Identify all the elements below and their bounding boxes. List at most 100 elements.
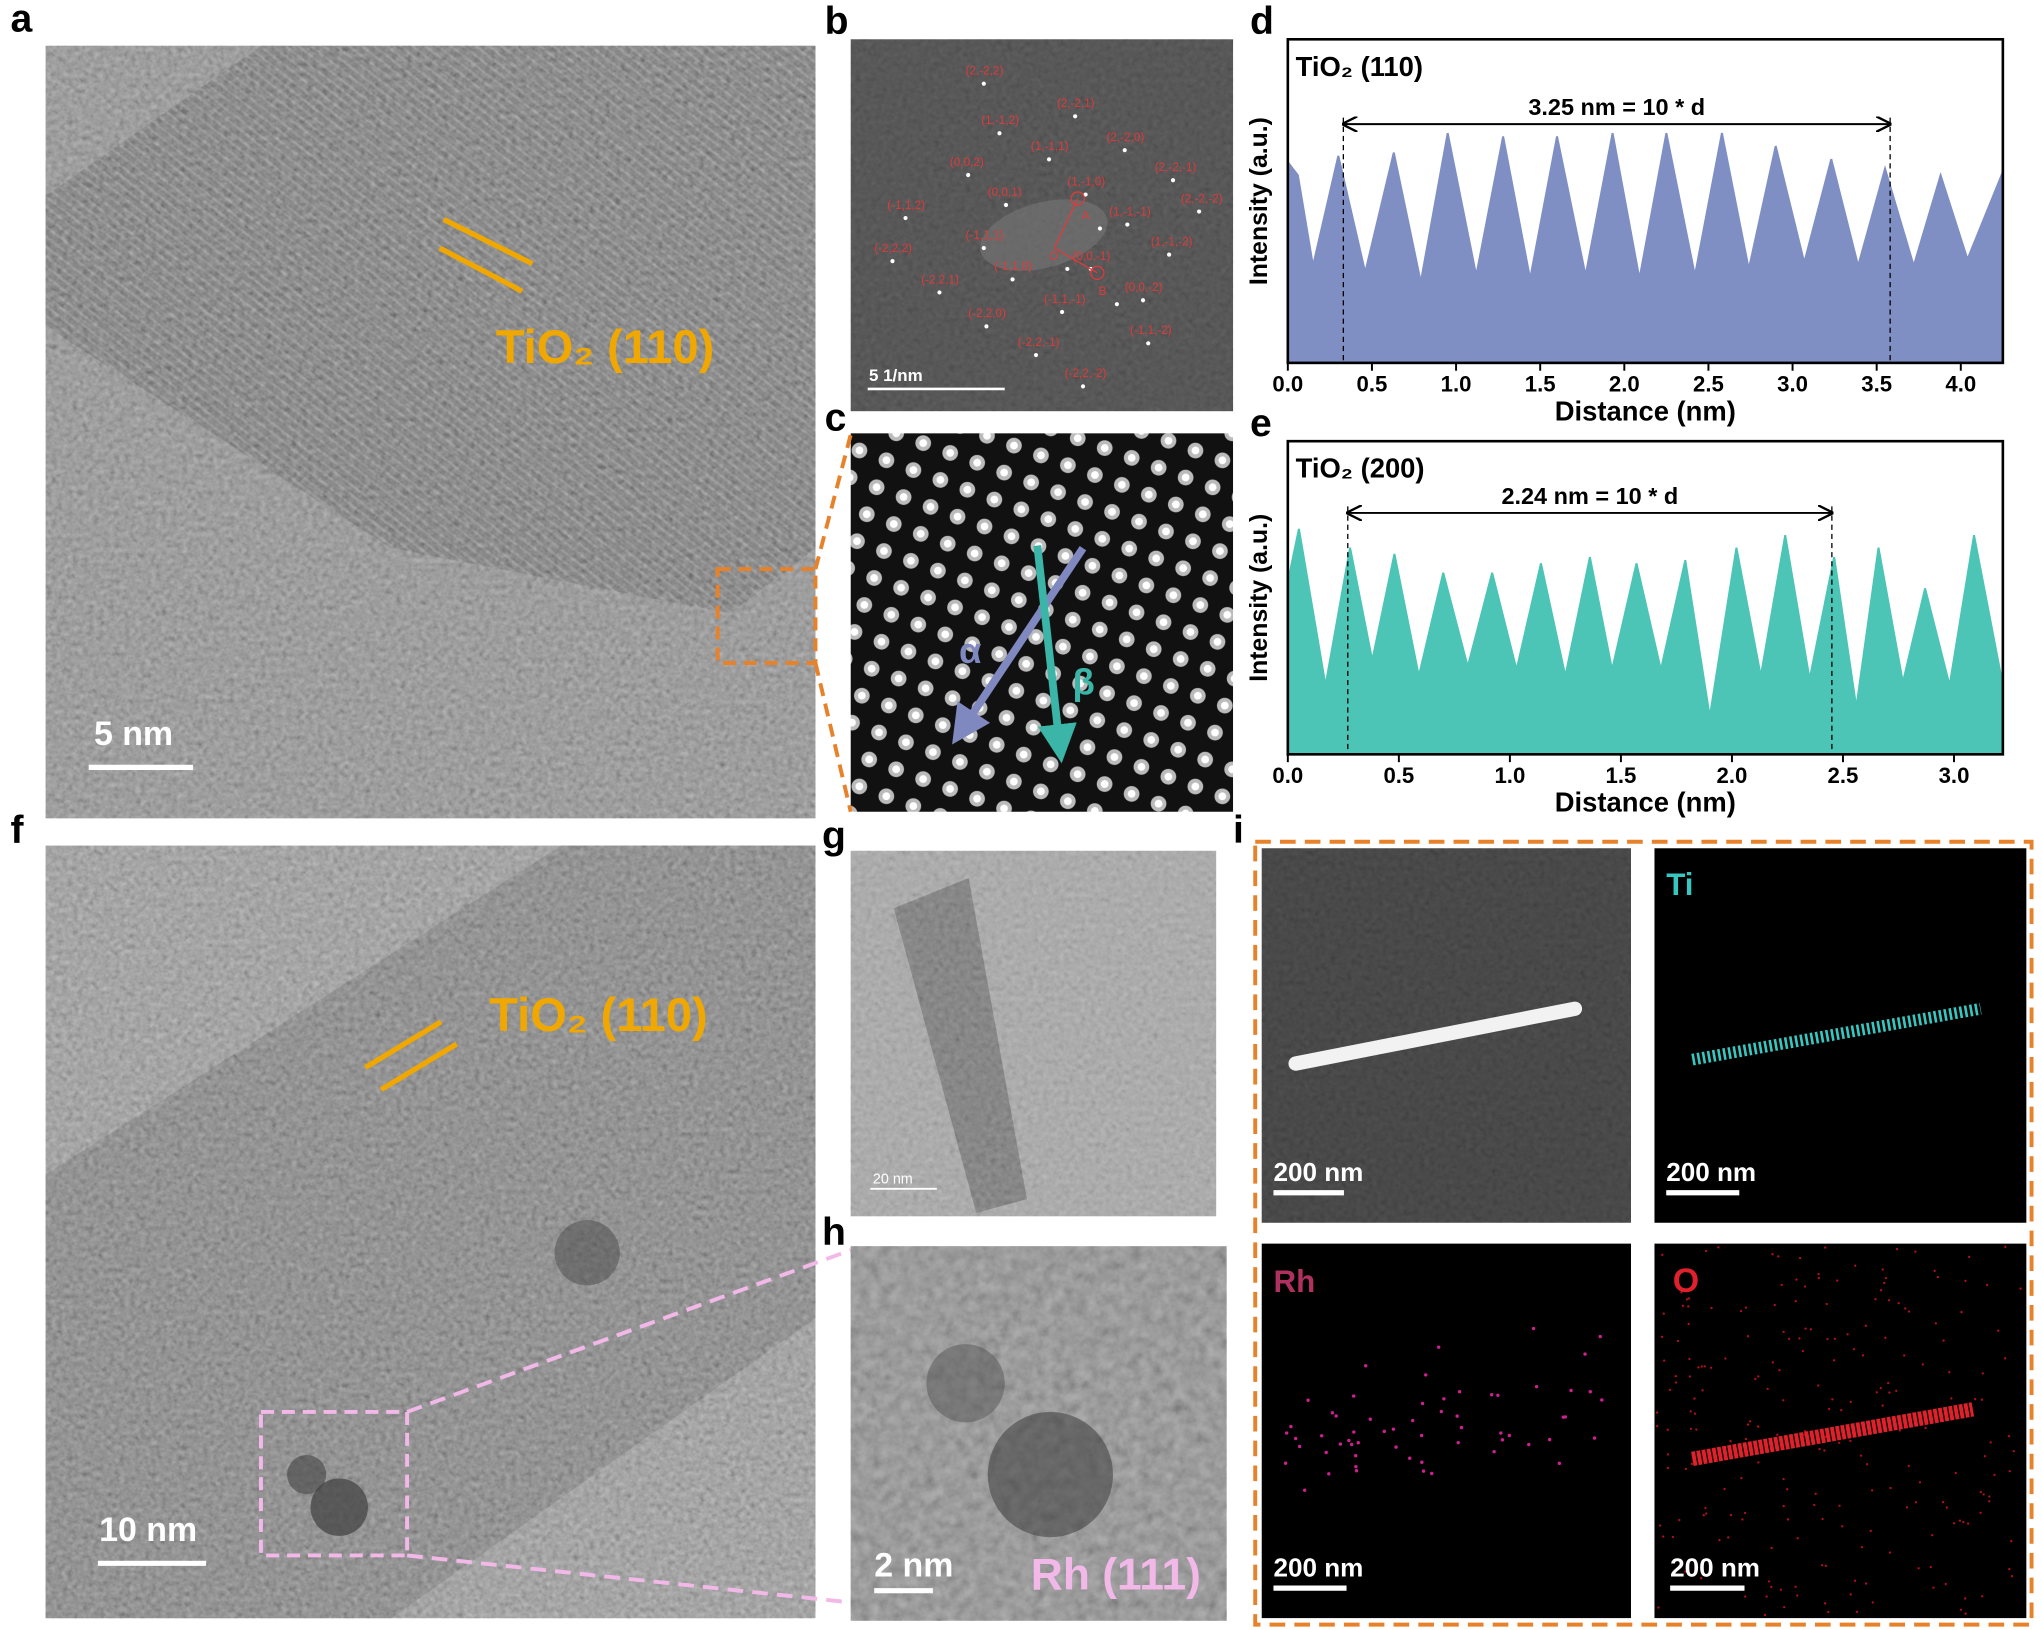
signal-dot xyxy=(1680,1291,1683,1294)
charts: 0.0 0.5 1.0 1.5 2.0 2.5 3.0 3.5 4.0 Distance (nm)… xyxy=(1246,37,2005,818)
annotation: 3.25 nm = 10 * d xyxy=(1528,94,1705,120)
signal-dot xyxy=(1666,1453,1670,1456)
signal-dot xyxy=(1803,1285,1807,1288)
signal-dot xyxy=(1782,1330,1785,1333)
signal-dot xyxy=(1950,1397,1953,1400)
signal-dot xyxy=(1782,1399,1785,1402)
signal-dot xyxy=(1860,1545,1864,1549)
signal-dot xyxy=(1391,1427,1396,1431)
signal-dot xyxy=(1782,1504,1785,1508)
signal-dot xyxy=(1729,1439,1732,1443)
signal-dot xyxy=(1821,1517,1824,1521)
signal-dot xyxy=(1507,1433,1512,1438)
signal-dot xyxy=(1889,1486,1892,1490)
signal-dot xyxy=(1439,1409,1444,1414)
signal-dot xyxy=(1676,1339,1680,1343)
signal-dot xyxy=(1754,1377,1757,1381)
zoom-line xyxy=(813,662,853,813)
signal-dot xyxy=(1695,1428,1698,1431)
signal-dot xyxy=(1770,1546,1773,1550)
signal-dot xyxy=(1914,1501,1918,1504)
diffraction-spot xyxy=(1170,178,1176,183)
x-tick-label: 1.0 xyxy=(1441,372,1472,397)
signal-dot xyxy=(1838,1504,1841,1507)
plot-frame xyxy=(1286,37,2005,365)
signal-dot xyxy=(1671,1535,1675,1539)
signal-dot xyxy=(1941,1500,1945,1504)
signal-dot xyxy=(1659,1524,1662,1527)
signal-dot xyxy=(1723,1487,1726,1491)
signal-dot xyxy=(1958,1519,1962,1522)
signal-dot xyxy=(1929,1565,1932,1569)
signal-dot xyxy=(1655,1411,1659,1414)
signal-dot xyxy=(1786,1518,1790,1521)
x-tick-label: 2.0 xyxy=(1717,763,1748,788)
signal-dot xyxy=(2010,1574,2014,1578)
diffraction-spot xyxy=(1125,222,1130,227)
signal-dot xyxy=(1883,1281,1886,1285)
signal-dot xyxy=(1748,1420,1752,1423)
signal-dot xyxy=(2012,1449,2015,1453)
diffraction-spot xyxy=(903,215,908,221)
signal-dot xyxy=(1766,1387,1769,1391)
signal-dot xyxy=(1319,1434,1324,1438)
zoom-box xyxy=(715,567,818,665)
signal-dot xyxy=(1741,1518,1744,1521)
signal-dot xyxy=(1705,1512,1708,1515)
signal-dot xyxy=(1704,1506,1707,1510)
x-tick-label: 3.0 xyxy=(1939,763,1970,788)
signal-dot xyxy=(1598,1334,1602,1339)
chart-title: TiO₂ (200) xyxy=(1296,453,1425,484)
signal-dot xyxy=(1657,1606,1660,1609)
x-tick-label: 2.5 xyxy=(1693,372,1724,397)
diffraction-spot xyxy=(1003,202,1009,208)
spot-label: (0,0,-2) xyxy=(1125,281,1163,294)
signal-dot xyxy=(1798,1337,1801,1340)
signal-dot xyxy=(1918,1481,1922,1484)
signal-dot xyxy=(1687,1305,1690,1308)
signal-dot xyxy=(1690,1462,1694,1466)
signal-dot xyxy=(1293,1436,1298,1441)
scale-bar-label: 20 nm xyxy=(873,1172,913,1188)
signal-dot xyxy=(1794,1585,1797,1589)
signal-dot xyxy=(1421,1469,1426,1473)
particle xyxy=(987,1411,1113,1538)
signal-dot xyxy=(1492,1449,1496,1454)
signal-dot xyxy=(1809,1328,1813,1331)
signal-dot xyxy=(1771,1361,1775,1364)
signal-dot xyxy=(1687,1297,1691,1300)
signal-dot xyxy=(1496,1393,1500,1397)
signal-dot xyxy=(1997,1329,2000,1332)
signal-dot xyxy=(1771,1253,1774,1256)
vector xyxy=(1053,247,1098,274)
spot-label: (1,-1,-2) xyxy=(1151,235,1193,248)
x-tick-label: 1.5 xyxy=(1525,372,1556,397)
plot-frame xyxy=(1286,439,2005,756)
spot-label: (-2,2,-2) xyxy=(1065,367,1107,380)
signal-dot xyxy=(1824,1564,1828,1568)
signal-dot xyxy=(1489,1393,1494,1397)
signal-dot xyxy=(1932,1586,1935,1589)
signal-dot xyxy=(1849,1439,1852,1443)
spot-label: O xyxy=(1049,250,1058,263)
signal-dot xyxy=(1765,1595,1768,1598)
signal-dot xyxy=(1832,1359,1836,1362)
signal-dot xyxy=(1796,1594,1799,1597)
signal-dot xyxy=(1746,1423,1750,1426)
panel-label: h xyxy=(822,1211,846,1254)
spot-label: (2,-2,2) xyxy=(966,65,1004,78)
signal-dot xyxy=(1368,1417,1372,1421)
signal-dot xyxy=(1854,1264,1857,1267)
o-signal xyxy=(1655,1245,2022,1617)
zoom-box xyxy=(259,1409,410,1558)
profile-line xyxy=(1287,132,2004,283)
signal-dot xyxy=(1778,1368,1781,1372)
signal-dot xyxy=(1459,1425,1464,1430)
spot-label: (1,-1,2) xyxy=(981,114,1019,127)
signal-dot xyxy=(1394,1445,1398,1449)
signal-dot xyxy=(1993,1473,1996,1477)
chart-title: TiO₂ (110) xyxy=(1296,51,1423,82)
signal-dot xyxy=(1905,1506,1909,1509)
signal-dot xyxy=(1354,1464,1358,1469)
signal-dot xyxy=(1744,1595,1747,1598)
